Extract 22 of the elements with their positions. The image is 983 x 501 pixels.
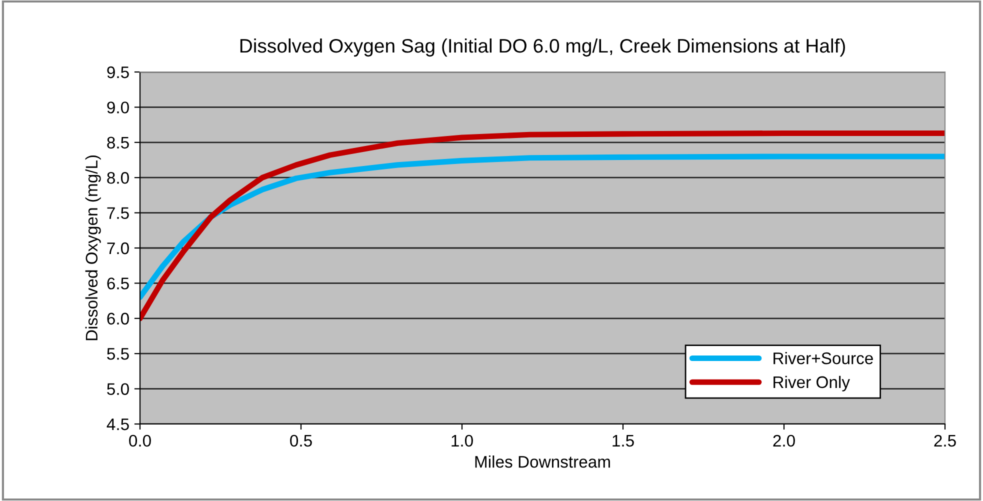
- x-tick-label: 2.0: [773, 434, 795, 447]
- x-tick-label: 0.0: [129, 434, 151, 447]
- chart-title: Dissolved Oxygen Sag (Initial DO 6.0 mg/L, Creek Dimensions at Half): [240, 38, 845, 57]
- y-tick-label: 7.5: [107, 207, 129, 220]
- y-tick-label: 5.5: [107, 348, 129, 360]
- y-tick-label: 5.0: [107, 383, 129, 396]
- legend-label: River Only: [774, 376, 850, 392]
- x-tick-label: 1.5: [612, 435, 634, 447]
- y-tick-label: 9.0: [107, 102, 129, 114]
- y-tick-label: 9.5: [107, 66, 129, 78]
- x-axis-title: Miles Downstream: [475, 456, 610, 468]
- y-tick-label: 8.5: [107, 136, 129, 149]
- legend-label: River+Source: [774, 352, 873, 364]
- y-tick-label: 6.0: [107, 312, 129, 325]
- y-tick-label: 6.5: [107, 278, 129, 290]
- y-tick-label: 4.5: [106, 418, 129, 430]
- x-tick-label: 1.0: [452, 434, 473, 447]
- y-axis-title: Dissolved Oxygen (mg/L): [85, 155, 101, 340]
- x-tick-label: 2.5: [934, 434, 956, 447]
- y-tick-label: 8.0: [107, 172, 129, 184]
- x-tick-label: 0.5: [290, 434, 312, 447]
- y-tick-label: 7.0: [107, 242, 129, 254]
